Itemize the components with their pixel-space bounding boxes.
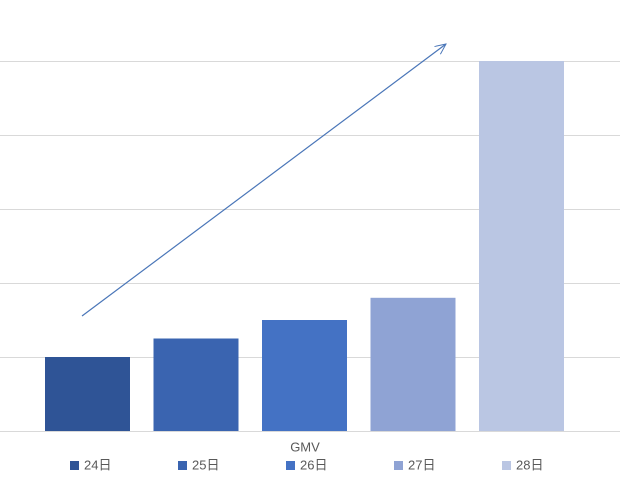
bar (370, 297, 456, 431)
legend-label: 27日 (408, 457, 435, 472)
bar (479, 61, 564, 431)
bar (262, 320, 347, 431)
legend-label: 24日 (84, 457, 111, 472)
legend-label: 25日 (192, 457, 219, 472)
legend-label: 28日 (516, 457, 543, 472)
bar (153, 338, 239, 431)
legend-swatch (70, 461, 79, 470)
x-tick-label: GMV (290, 439, 320, 454)
legend-swatch (178, 461, 187, 470)
legend-swatch (394, 461, 403, 470)
legend-swatch (286, 461, 295, 470)
legend-label: 26日 (300, 457, 327, 472)
legend-swatch (502, 461, 511, 470)
trend-arrow (81, 44, 446, 317)
plot-area: GMV 24日 25日 26日 27日 28日 (0, 61, 620, 472)
bar (45, 357, 130, 431)
